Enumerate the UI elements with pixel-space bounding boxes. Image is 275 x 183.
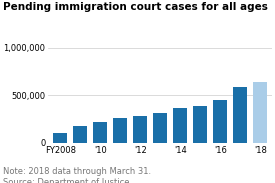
Text: Source: Department of Justice: Source: Department of Justice — [3, 178, 129, 183]
Bar — [233, 87, 248, 143]
Bar — [113, 118, 127, 143]
Bar — [193, 106, 207, 143]
Bar — [253, 82, 268, 143]
Bar — [133, 116, 147, 143]
Bar — [53, 133, 67, 143]
Bar — [73, 126, 87, 143]
Bar — [153, 113, 167, 143]
Bar — [173, 108, 187, 143]
Text: Note: 2018 data through March 31.: Note: 2018 data through March 31. — [3, 167, 151, 176]
Text: Pending immigration court cases for all ages: Pending immigration court cases for all … — [3, 2, 268, 12]
Bar — [93, 122, 107, 143]
Bar — [213, 100, 227, 143]
